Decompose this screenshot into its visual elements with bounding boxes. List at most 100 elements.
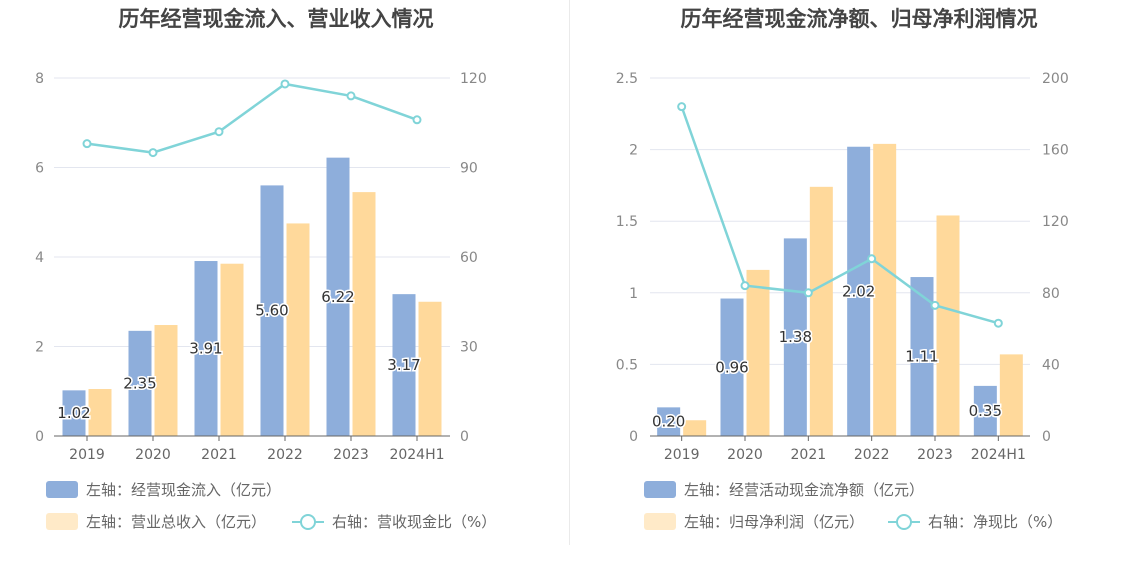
legend-item-1[interactable]: 左轴：营业总收入（亿元） [46,513,266,531]
bar-value-label: 2.35 [123,374,156,392]
right-tick-label: 0 [1042,429,1051,445]
bar-2024H1-series0[interactable] [973,385,997,436]
bar-2023-series1[interactable] [352,192,376,436]
ratio-point-2019[interactable] [677,102,687,112]
bar-2022-series0[interactable] [847,146,871,436]
chart-panel-cash-inflow-revenue: 历年经营现金流入、营业收入情况 0 2 4 6 8 0 30 60 90 120 2019 202… [35,7,496,531]
legend-label-1: 左轴：归母净利润（亿元） [684,513,864,531]
left-tick-label: 2.5 [616,71,638,87]
bar-2020-series0[interactable] [128,330,152,436]
bar-2019-series0[interactable] [62,390,86,436]
right-tick-label: 40 [1042,357,1060,373]
legend-marker-2 [896,514,912,530]
bar-value-label: 1.02 [57,404,90,422]
ratio-point-2021[interactable] [803,288,813,298]
left-tick-label: 4 [35,250,44,266]
right-tick-label: 200 [1042,71,1069,87]
bar-2019-series0[interactable] [657,407,681,436]
bar-value-label: 3.91 [189,340,222,358]
ratio-point-2022[interactable] [867,254,877,264]
ratio-point-2022[interactable] [280,79,290,89]
x-tick-label: 2023 [333,447,369,463]
ratio-point-2019[interactable] [82,139,92,149]
legend-item-0[interactable]: 左轴：经营活动现金流净额（亿元） [644,481,924,499]
bar-2021-series0[interactable] [783,238,807,436]
right-tick-label: 0 [460,429,469,445]
gridlines [54,77,450,347]
ratio-line-path [680,106,999,325]
bar-2020-series1[interactable] [746,269,770,436]
legend-item-0[interactable]: 左轴：经营现金流入（亿元） [46,481,281,499]
left-axis-ticks: 0 0.5 1 1.5 2 2.5 [616,71,638,445]
x-tick-label: 2023 [917,447,953,463]
left-tick-label: 1.5 [616,214,638,230]
bar-2021-series0[interactable] [194,261,218,436]
right-axis-ticks: 0 30 60 90 120 [460,71,487,445]
ratio-line [82,79,422,158]
bar-2021-series1[interactable] [809,186,833,436]
bar-2023-series1[interactable] [936,215,960,436]
bar-2023-series0[interactable] [910,277,934,436]
net-cashflow-profit-chart: 历年经营现金流净额、归母净利润情况 0 0.5 1 1.5 2 2.5 0 40 80 120 1… [616,7,1069,531]
bar-2020-series0[interactable] [720,298,744,436]
ratio-point-2020[interactable] [148,148,158,158]
legend-label-1: 左轴：营业总收入（亿元） [86,513,266,531]
bar-2021-series1[interactable] [220,263,244,436]
chart-title: 历年经营现金流入、营业收入情况 [119,7,434,31]
left-tick-label: 0 [35,429,44,445]
bars [62,157,442,436]
bar-2024H1-series0[interactable] [392,294,416,436]
left-tick-label: 0.5 [616,357,638,373]
right-tick-label: 90 [460,161,478,177]
ratio-point-2020[interactable] [740,281,750,291]
legend-item-2[interactable]: 右轴：营收现金比（%） [292,513,496,531]
left-tick-label: 8 [35,71,44,87]
bar-2022-series0[interactable] [260,185,284,436]
bar-value-label: 0.20 [652,413,685,431]
ratio-point-2024H1[interactable] [993,318,1003,328]
legend-swatch-0 [46,481,78,498]
legend-swatch-1 [46,513,78,530]
legend-item-2[interactable]: 右轴：净现比（%） [888,513,1062,531]
ratio-line-path [86,82,418,154]
legend-label-2: 右轴：营收现金比（%） [332,513,496,531]
ratio-point-2023[interactable] [346,91,356,101]
bar-value-label: 0.35 [969,402,1002,420]
bar-value-label: 3.17 [387,356,420,374]
panel-divider [569,0,570,545]
ratio-point-2021[interactable] [214,127,224,137]
ratio-line [677,102,1003,328]
bar-2019-series1[interactable] [88,389,112,436]
legend-swatch-0 [644,481,676,498]
bar-2022-series1[interactable] [286,223,310,436]
bar-value-labels: 1.02 2.35 3.91 5.60 6.22 3.17 [56,286,422,423]
left-axis-ticks: 0 2 4 6 8 [35,71,44,445]
bar-2019-series1[interactable] [683,420,707,436]
bar-2020-series1[interactable] [154,325,178,436]
x-tick-label: 2019 [69,447,105,463]
legend-swatch-1 [644,513,676,530]
x-tick-label: 2022 [267,447,303,463]
x-tick-label: 2019 [664,447,700,463]
bar-2023-series0[interactable] [326,157,350,436]
bar-2024H1-series1[interactable] [418,301,442,436]
ratio-point-2024H1[interactable] [412,115,422,125]
ratio-point-2023[interactable] [930,300,940,310]
right-tick-label: 120 [460,71,487,87]
bar-2024H1-series1[interactable] [999,354,1023,436]
right-tick-label: 60 [460,250,478,266]
bar-value-label: 5.60 [255,302,288,320]
legend: 左轴：经营现金流入（亿元） 左轴：营业总收入（亿元） 右轴：营收现金比（%） [46,481,496,531]
x-tick-label: 2021 [791,447,827,463]
bar-value-label: 2.02 [842,282,875,300]
right-tick-label: 120 [1042,214,1069,230]
legend: 左轴：经营活动现金流净额（亿元） 左轴：归母净利润（亿元） 右轴：净现比（%） [644,481,1062,531]
bar-value-label: 1.11 [905,348,938,366]
left-tick-label: 1 [629,286,638,302]
x-tick-label: 2024H1 [389,447,444,463]
chart-panel-net-cashflow-profit: 历年经营现金流净额、归母净利润情况 0 0.5 1 1.5 2 2.5 0 40 80 120 1… [570,0,1134,582]
right-axis-ticks: 0 40 80 120 160 200 [1042,71,1069,445]
legend-item-1[interactable]: 左轴：归母净利润（亿元） [644,513,864,531]
bar-2022-series1[interactable] [873,143,897,436]
bar-value-labels: 0.20 0.96 1.38 2.02 1.11 0.35 [650,281,1003,432]
